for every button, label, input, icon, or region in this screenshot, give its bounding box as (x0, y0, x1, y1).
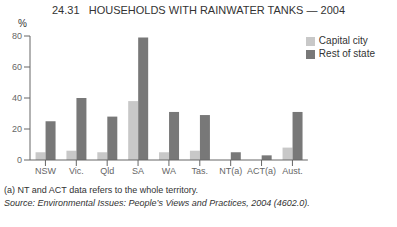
svg-text:Aust.: Aust. (282, 166, 303, 176)
html-text:Rest of state: Rest of state (318, 48, 375, 59)
svg-text:40: 40 (12, 93, 22, 103)
svg-text:WA: WA (162, 166, 176, 176)
html-text:24.31 HOUSEHOLDS WITH RAINWATE: 24.31 HOUSEHOLDS WITH RAINWATER TANKS — … (52, 4, 345, 16)
html-text:(a) NT and ACT data refers to: (a) NT and ACT data refers to the whole … (4, 185, 199, 195)
svg-text:NSW: NSW (35, 166, 57, 176)
svg-text:80: 80 (12, 31, 22, 41)
svg-text:Tas.: Tas. (192, 166, 209, 176)
svg-text:ACT(a): ACT(a) (247, 166, 276, 176)
svg-text:60: 60 (12, 62, 22, 72)
svg-text:20: 20 (12, 124, 22, 134)
svg-text:SA: SA (132, 166, 144, 176)
html-text:Capital city: Capital city (318, 35, 368, 46)
svg-text:Vic.: Vic. (69, 166, 84, 176)
html-text:Source: Environmental Issues:: Source: Environmental Issues: People’s V… (4, 198, 310, 208)
svg-text:0: 0 (17, 155, 22, 165)
svg-text:NT(a): NT(a) (219, 166, 242, 176)
svg-text:Qld: Qld (100, 166, 114, 176)
